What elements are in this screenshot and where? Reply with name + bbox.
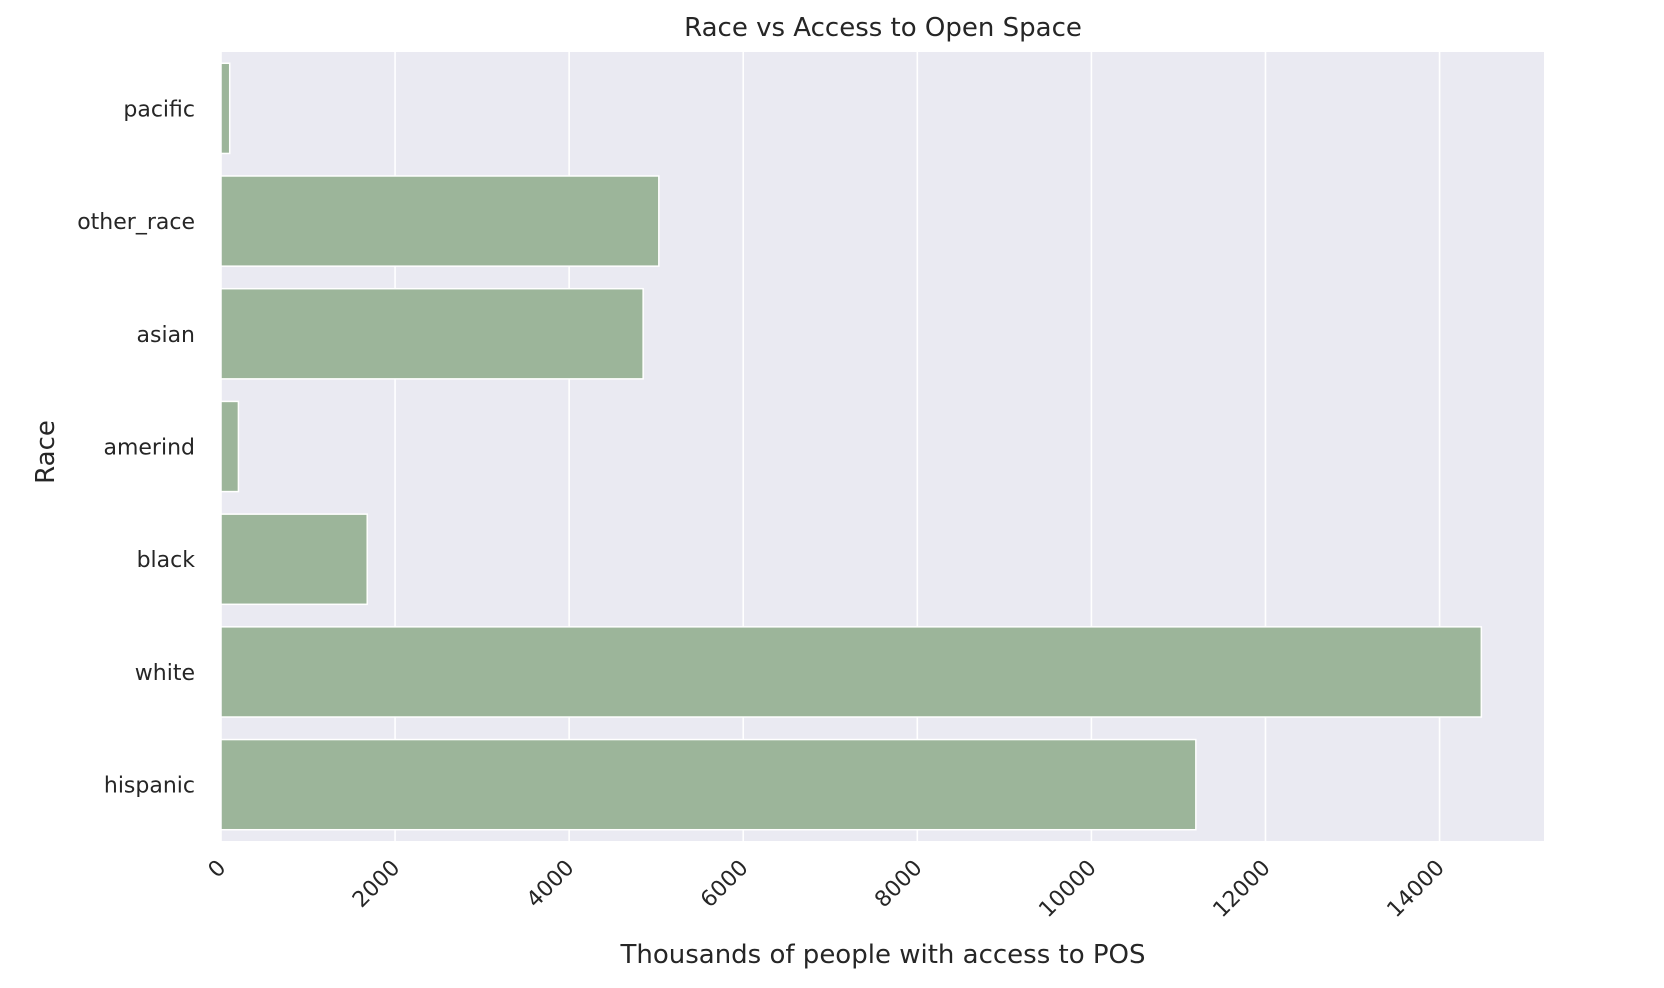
x-tick-labels: 0 2000 4000 6000 8000 10000 12000 14000 (204, 856, 1450, 923)
bar-amerind (220, 400, 240, 493)
x-tick-label: 2000 (348, 856, 405, 913)
x-tick-label: 10000 (1034, 856, 1101, 923)
y-tick-label: hispanic (104, 774, 195, 799)
bar-pacific (220, 62, 231, 155)
y-tick-label: asian (137, 323, 195, 348)
x-tick-label: 6000 (696, 856, 753, 913)
x-tick-label: 14000 (1383, 856, 1450, 923)
x-tick-label: 4000 (522, 856, 579, 913)
y-tick-label: black (137, 548, 196, 573)
plot-background (221, 52, 1544, 841)
chart-title: Race vs Access to Open Space (684, 13, 1082, 43)
x-tick-label: 12000 (1209, 856, 1276, 923)
y-tick-label: other_race (77, 210, 195, 235)
bars (220, 62, 1483, 831)
bar-hispanic (220, 738, 1197, 831)
bar-asian (220, 287, 644, 380)
y-tick-label: pacific (123, 97, 195, 122)
x-axis-label: Thousands of people with access to POS (619, 940, 1145, 970)
y-axis-label: Race (31, 420, 61, 484)
x-tick-label: 0 (204, 856, 232, 884)
y-tick-label: amerind (103, 436, 195, 461)
bar-white (220, 626, 1483, 718)
x-tick-label: 8000 (870, 856, 927, 913)
y-tick-label: white (135, 661, 195, 686)
bar-other_race (220, 175, 660, 267)
bar-black (220, 513, 368, 606)
